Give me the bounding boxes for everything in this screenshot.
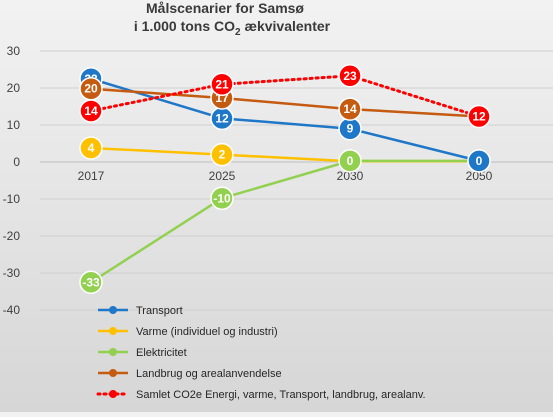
- data-point: [467, 104, 491, 129]
- legend-label: Elektricitet: [136, 347, 187, 359]
- y-tick-label: -10: [3, 192, 21, 206]
- y-tick-label: 20: [7, 81, 21, 95]
- data-label: -10: [213, 191, 231, 205]
- data-point: [338, 149, 362, 173]
- legend-marker: [109, 306, 117, 314]
- data-point: [79, 99, 103, 123]
- data-label: 2: [219, 148, 226, 162]
- x-tick-label: 2017: [78, 169, 105, 183]
- x-tick-label: 2025: [209, 169, 236, 183]
- data-label: 21: [215, 77, 229, 91]
- data-point: [210, 142, 234, 167]
- title-line2-post: ækvivalenter: [241, 18, 331, 34]
- data-point: [467, 149, 491, 173]
- data-label: 12: [215, 111, 229, 125]
- legend-marker: [109, 369, 117, 377]
- data-label: 4: [88, 141, 95, 155]
- data-label: 0: [476, 154, 483, 168]
- series-line: [90, 146, 479, 163]
- y-tick-label: -40: [3, 303, 21, 317]
- legend-label: Transport: [136, 305, 183, 317]
- y-tick-label: 30: [7, 44, 21, 58]
- legend-marker: [109, 390, 117, 398]
- title-line2-pre: i 1.000 tons CO: [134, 18, 235, 34]
- series-line: [90, 87, 480, 118]
- series-line: [90, 77, 480, 163]
- legend-label: Samlet CO2e Energi, varme, Transport, la…: [136, 389, 426, 401]
- legend-label: Varme (individuel og industri): [136, 326, 278, 338]
- data-label: 9: [347, 122, 354, 136]
- data-label: -33: [82, 275, 100, 289]
- legend-marker: [109, 348, 117, 356]
- series-line: [89, 74, 481, 118]
- x-axis-ticks: 2017 2025 2030 2050: [78, 169, 493, 183]
- data-point: [79, 270, 103, 294]
- data-label: 12: [472, 109, 486, 123]
- series-line: [90, 159, 479, 284]
- y-tick-label: -30: [3, 266, 21, 280]
- data-label: 23: [343, 69, 357, 83]
- data-point: [338, 97, 362, 121]
- chart-title-line-1: Målscenarier for Samsø: [146, 0, 304, 16]
- legend-label: Landbrug og arealanvendelse: [136, 368, 282, 380]
- x-tick-label: 2050: [466, 169, 493, 183]
- data-point: [79, 136, 103, 160]
- data-point: [210, 72, 234, 97]
- legend-marker: [109, 327, 117, 335]
- legend: Transport Varme (individuel og industri) E…: [96, 305, 426, 401]
- y-axis-ticks: 30 20 10 0 -10 -20 -30 -40: [3, 44, 21, 317]
- data-label: 14: [84, 104, 98, 118]
- y-tick-label: -20: [3, 229, 21, 243]
- data-label: 14: [343, 102, 357, 116]
- data-label: 20: [84, 82, 98, 96]
- series-lines: [89, 74, 481, 284]
- data-label: 0: [347, 154, 354, 168]
- y-tick-label: 0: [13, 155, 20, 169]
- data-markers: 42-33-100023129020171414212312: [79, 64, 491, 294]
- chart-title-line-2: i 1.000 tons CO2 ækvivalenter: [134, 18, 331, 38]
- data-point: [210, 186, 234, 211]
- data-point: [338, 64, 362, 88]
- title-line2-sub: 2: [235, 27, 241, 38]
- y-tick-label: 10: [7, 118, 21, 132]
- x-tick-label: 2030: [337, 169, 364, 183]
